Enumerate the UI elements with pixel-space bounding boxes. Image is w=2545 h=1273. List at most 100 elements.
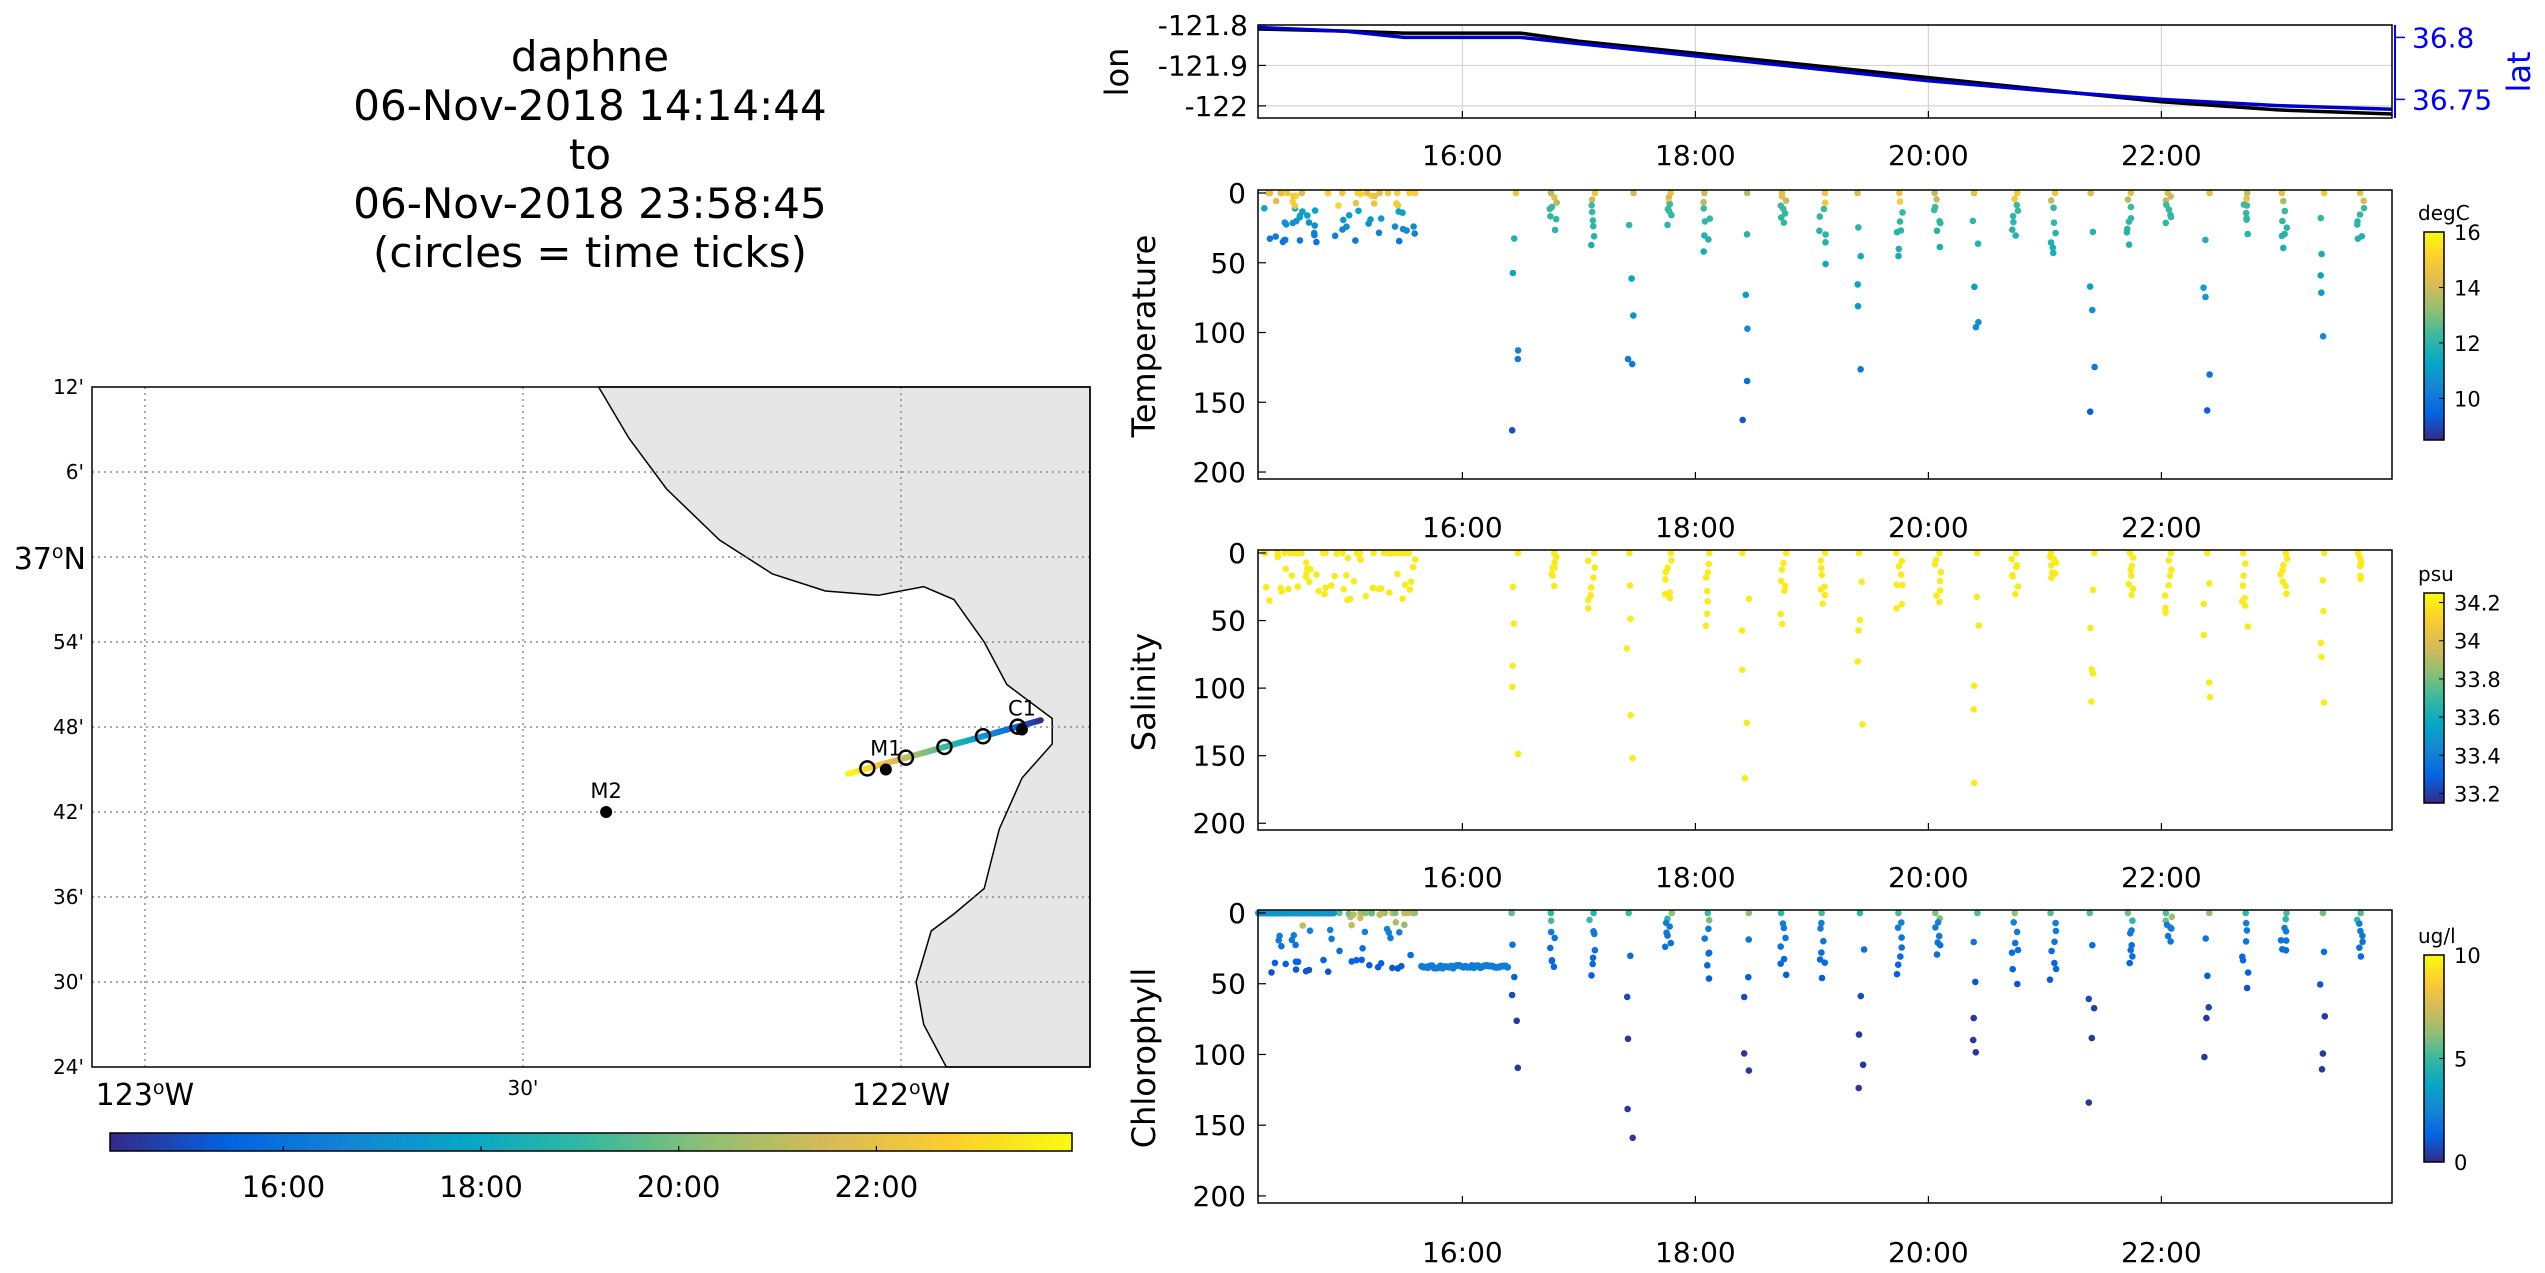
chlorophyll-point	[1378, 909, 1386, 917]
salinity-point	[2356, 562, 2364, 570]
temperature-point	[1896, 189, 1903, 197]
chlorophyll-point	[1777, 943, 1784, 950]
chlorophyll-point	[1970, 938, 1977, 946]
salinity-point	[1855, 627, 1862, 634]
chlorophyll-point	[1857, 992, 1865, 1000]
chlorophyll-point	[1398, 962, 1405, 970]
temperature-point	[1701, 218, 1709, 225]
salinity-point	[1973, 549, 1981, 557]
temperature-xtick-label: 18:00	[1655, 511, 1736, 544]
temperature-point	[2124, 196, 2132, 203]
salinity-point	[2165, 557, 2172, 564]
temperature-xtick-label: 16:00	[1422, 511, 1503, 544]
chlorophyll-point	[2127, 946, 2134, 954]
chlorophyll-point	[1271, 959, 1279, 967]
chlorophyll-point	[2089, 941, 2096, 949]
temperature-point	[2360, 197, 2367, 205]
chlorophyll-point	[2008, 949, 2016, 956]
salinity-point	[1623, 645, 1631, 652]
salinity-point	[1937, 568, 1945, 576]
temperature-point	[2049, 244, 2057, 251]
temperature-point	[1395, 208, 1402, 215]
salinity-point	[1931, 560, 1939, 568]
temperature-point	[1743, 189, 1751, 197]
chlorophyll-point	[1816, 956, 1824, 963]
salinity-point	[1306, 578, 1313, 586]
chlorophyll-point	[1330, 909, 1338, 917]
chlorophyll-point	[2282, 947, 2290, 954]
salinity-point	[1821, 591, 1829, 599]
temperature-point	[2206, 189, 2213, 197]
salinity-point	[2205, 679, 2213, 686]
temperature-point	[1936, 243, 1944, 251]
chlorophyll-point	[1361, 928, 1369, 936]
temperature-point	[2162, 219, 2170, 227]
temperature-point	[1280, 237, 1288, 244]
temperature-point	[2206, 371, 2213, 378]
temperature-point	[2356, 211, 2364, 218]
temperature-point	[1547, 213, 1554, 220]
temperature-point	[2280, 197, 2287, 205]
salinity-point	[1741, 774, 1749, 782]
salinity-point	[2244, 623, 2252, 630]
salinity-xtick-label: 18:00	[1655, 861, 1736, 894]
salinity-point	[1587, 584, 1595, 591]
temperature-point	[2050, 249, 2057, 257]
temperature-point	[1546, 205, 1554, 213]
chlorophyll-point	[1547, 944, 1554, 952]
salinity-point	[1288, 572, 1296, 579]
salinity-point	[1509, 683, 1516, 691]
temperature-point	[1552, 215, 1560, 223]
temperature-ytick-label: 100	[1193, 317, 1246, 350]
chlorophyll-point	[1898, 919, 1905, 926]
salinity-point	[1303, 570, 1310, 578]
salinity-colorbar-tick-label: 34.2	[2454, 592, 2501, 616]
chlorophyll-point	[1818, 974, 1826, 982]
chlorophyll-point	[1504, 963, 1512, 971]
temperature-point	[1816, 227, 1823, 235]
salinity-point	[1282, 565, 1289, 573]
salinity-point	[2205, 580, 2213, 587]
temperature-point	[1822, 260, 1829, 268]
chlorophyll-point	[1855, 1031, 1863, 1038]
chlorophyll-point	[1320, 956, 1327, 964]
chlorophyll-point	[1860, 946, 1868, 953]
chlorophyll-point	[1745, 909, 1753, 917]
map-lat-tick-label: 30'	[53, 970, 84, 994]
chlorophyll-point	[1508, 991, 1516, 999]
temperature-point	[1630, 189, 1637, 197]
chlorophyll-colorbar-unit: ug/l	[2418, 924, 2456, 948]
temperature-point	[1700, 205, 1707, 212]
temperature-point	[1339, 226, 1346, 233]
salinity-point	[1322, 584, 1329, 591]
chlorophyll-point	[2359, 932, 2366, 940]
salinity-point	[2277, 571, 2284, 578]
salinity-point	[1777, 577, 1785, 585]
chlorophyll-point	[2242, 919, 2250, 927]
temperature-colorbar-tick-label: 16	[2454, 221, 2481, 245]
mooring-marker	[879, 763, 892, 776]
chlorophyll-point	[1387, 934, 1394, 942]
salinity-point	[2089, 586, 2097, 594]
temperature-point	[1588, 196, 1596, 203]
chlorophyll-point	[2203, 1014, 2210, 1022]
salinity-point	[1339, 549, 1346, 557]
temperature-point	[1630, 312, 1637, 319]
salinity-point	[2200, 600, 2207, 608]
chlorophyll-point	[2051, 938, 2058, 946]
chlorophyll-point	[1547, 917, 1555, 924]
salinity-point	[2161, 592, 2169, 599]
temperature-point	[1821, 189, 1829, 197]
chlorophyll-point	[2013, 928, 2021, 936]
chlorophyll-point	[1404, 909, 1412, 917]
temperature-point	[2011, 195, 2018, 203]
chlorophyll-point	[1292, 941, 1299, 949]
temperature-point	[2243, 214, 2250, 222]
temperature-point	[1514, 347, 1522, 354]
chlorophyll-point	[2357, 909, 2364, 917]
title-line-5: (circles = time ticks)	[373, 228, 807, 277]
time-colorbar	[109, 1132, 1073, 1152]
chlorophyll-point	[1589, 954, 1597, 962]
temperature-point	[2047, 197, 2055, 204]
chlorophyll-point	[1292, 966, 1300, 973]
